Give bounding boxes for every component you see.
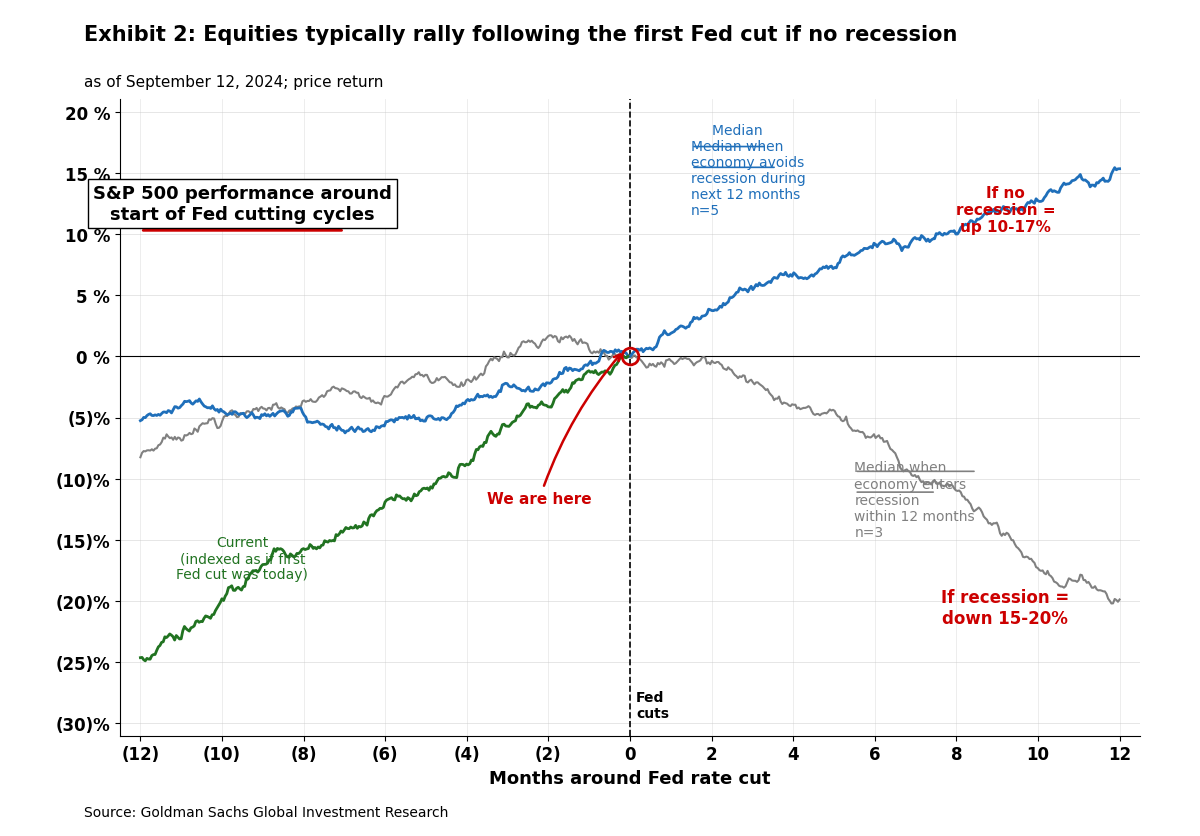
Text: as of September 12, 2024; price return: as of September 12, 2024; price return [84, 75, 383, 90]
Text: Median when
economy enters
recession
within 12 months
n=3: Median when economy enters recession wit… [854, 461, 976, 539]
Text: Median when
economy avoids
recession during
next 12 months
n=5: Median when economy avoids recession dur… [691, 140, 806, 218]
Text: S&P 500 performance around
start of Fed cutting cycles: S&P 500 performance around start of Fed … [92, 185, 392, 223]
Text: Exhibit 2: Equities typically rally following the first Fed cut if no recession: Exhibit 2: Equities typically rally foll… [84, 25, 958, 45]
Text: Fed
cuts: Fed cuts [636, 690, 670, 721]
Text: Source: Goldman Sachs Global Investment Research: Source: Goldman Sachs Global Investment … [84, 805, 449, 819]
X-axis label: Months around Fed rate cut: Months around Fed rate cut [490, 769, 770, 787]
Text: If no
recession =
up 10-17%: If no recession = up 10-17% [955, 186, 1055, 235]
Text: Current
(indexed as if first
Fed cut was today): Current (indexed as if first Fed cut was… [176, 535, 308, 582]
Text: We are here: We are here [487, 355, 620, 507]
Text: Median: Median [712, 124, 767, 138]
Text: If recession =
down 15-20%: If recession = down 15-20% [941, 588, 1069, 627]
